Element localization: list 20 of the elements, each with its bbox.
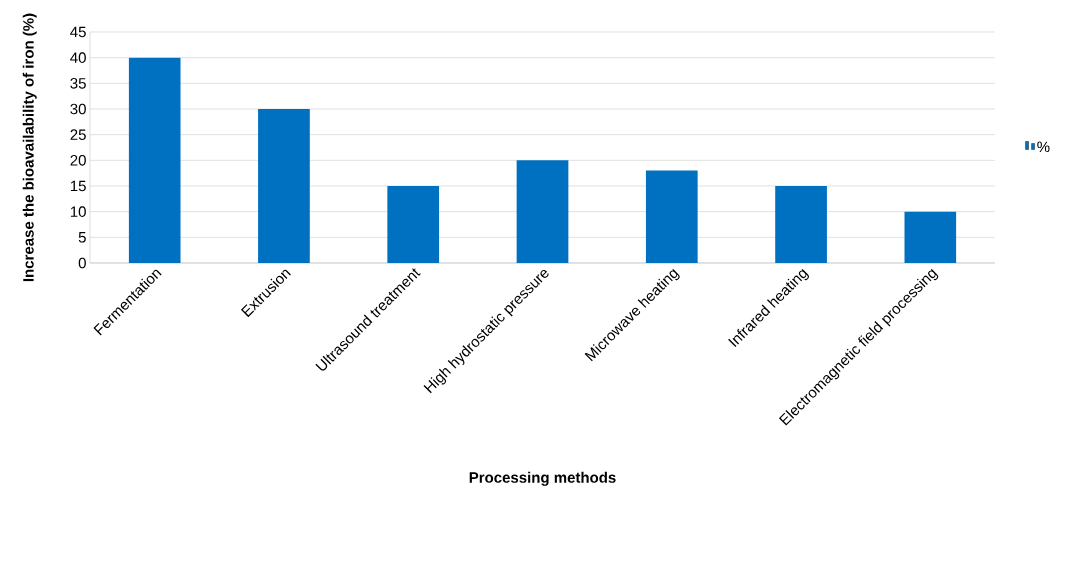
y-tick-label: 45 <box>70 26 86 38</box>
y-axis-title: Increase the bioavailability of iron (%) <box>22 13 37 282</box>
x-axis-title: Processing methods <box>469 471 616 486</box>
y-tick-label: 5 <box>78 232 86 243</box>
y-tick-label: 0 <box>78 257 86 269</box>
bar <box>516 160 569 263</box>
y-tick-label: 20 <box>70 155 86 166</box>
bar <box>258 108 310 263</box>
bar <box>645 170 698 263</box>
y-tick-label: 35 <box>70 78 86 89</box>
y-tick-label: 15 <box>70 180 86 192</box>
bar <box>904 211 957 263</box>
legend-label: % <box>1037 141 1050 153</box>
bar <box>387 185 440 263</box>
bar <box>128 57 181 263</box>
y-tick-label: 25 <box>70 129 86 140</box>
y-tick-label: 40 <box>70 52 86 63</box>
bar <box>775 185 827 263</box>
y-tick-label: 10 <box>70 206 86 217</box>
y-tick-label: 30 <box>70 103 86 115</box>
